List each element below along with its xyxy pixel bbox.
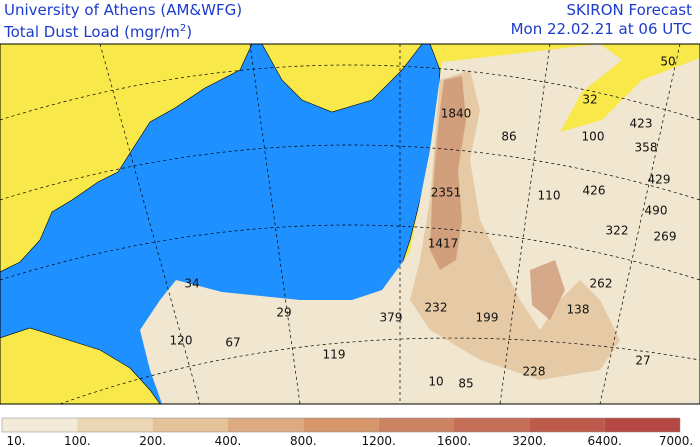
dust-value-label: 32 bbox=[582, 93, 597, 107]
colorbar-box bbox=[152, 418, 228, 432]
dust-value-label: 322 bbox=[606, 224, 629, 238]
colorbar-box bbox=[77, 418, 153, 432]
colorbar-label: 1200. bbox=[361, 434, 395, 447]
field-sup: 2 bbox=[179, 23, 187, 34]
meridian bbox=[249, 43, 301, 405]
field-title: Total Dust Load (mgr/m2) bbox=[4, 20, 192, 41]
dust-value-label: 34 bbox=[184, 277, 199, 291]
colorbar-label: 10. bbox=[6, 434, 25, 447]
dust-value-label: 269 bbox=[654, 230, 677, 244]
dust-high-east bbox=[530, 260, 565, 320]
field-text: Total Dust Load (mgr/m bbox=[4, 23, 180, 41]
graticule bbox=[0, 43, 700, 405]
dust-value-label: 2351 bbox=[431, 186, 462, 200]
dust-value-label: 120 bbox=[170, 334, 193, 348]
dust-value-label: 138 bbox=[567, 303, 590, 317]
dust-value-label: 490 bbox=[645, 204, 668, 218]
dust-value-label: 110 bbox=[538, 189, 561, 203]
north-america bbox=[0, 43, 253, 273]
colorbar-box bbox=[378, 418, 454, 432]
dust-high bbox=[430, 76, 466, 270]
meridian bbox=[99, 43, 201, 405]
colorbar-box bbox=[303, 418, 379, 432]
field-close: ) bbox=[186, 23, 193, 41]
dust-value-label: 27 bbox=[635, 354, 650, 368]
dust-value-label: 50 bbox=[660, 55, 675, 69]
colorbar-label: 400. bbox=[215, 434, 242, 447]
dust-value-label: 119 bbox=[323, 348, 346, 362]
dust-value-label: 228 bbox=[523, 365, 546, 379]
parallel bbox=[0, 64, 700, 121]
dust-value-label: 379 bbox=[380, 311, 403, 325]
colorbar-box bbox=[228, 418, 304, 432]
map-frame bbox=[0, 43, 700, 405]
colorbar-box bbox=[604, 418, 680, 432]
colorbar-label: 6400. bbox=[587, 434, 621, 447]
parallel bbox=[0, 144, 700, 201]
meridian bbox=[499, 43, 551, 405]
valid-time: Mon 22.02.21 at 06 UTC bbox=[510, 20, 692, 38]
dust-value-label: 86 bbox=[501, 130, 516, 144]
dust-value-label: 100 bbox=[582, 130, 605, 144]
colorbar-label: 100. bbox=[64, 434, 91, 447]
dust-value-label: 1840 bbox=[441, 107, 472, 121]
colorbar-label: 7000. bbox=[659, 434, 693, 447]
dust-value-label: 10 bbox=[428, 375, 443, 389]
colorbar-label: 200. bbox=[139, 434, 166, 447]
colorbar-frame bbox=[1, 417, 681, 433]
dust-value-label: 1417 bbox=[428, 237, 459, 251]
dust-value-label: 85 bbox=[458, 377, 473, 391]
dust-value-label: 423 bbox=[630, 117, 653, 131]
colorbar-box bbox=[529, 418, 605, 432]
colorbar-box bbox=[2, 418, 78, 432]
dust-value-label: 29 bbox=[276, 306, 291, 320]
institution: University of Athens (AM&WFG) bbox=[4, 1, 243, 19]
product: SKIRON Forecast bbox=[566, 1, 692, 19]
colorbar-box bbox=[454, 418, 530, 432]
dust-value-label: 358 bbox=[635, 141, 658, 155]
meridian bbox=[599, 43, 681, 405]
colorbar-label: 800. bbox=[290, 434, 317, 447]
colorbar-label: 1600. bbox=[437, 434, 471, 447]
greenland bbox=[261, 43, 423, 113]
dust-value-label: 67 bbox=[225, 336, 240, 350]
dust-value-label: 199 bbox=[476, 311, 499, 325]
dust-value-label: 262 bbox=[590, 277, 613, 291]
colorbar-label: 3200. bbox=[512, 434, 546, 447]
dust-value-label: 232 bbox=[425, 301, 448, 315]
dust-mid bbox=[410, 70, 620, 380]
dust-value-label: 429 bbox=[648, 173, 671, 187]
parallel bbox=[59, 337, 700, 405]
parallel bbox=[0, 224, 700, 281]
dust-value-label: 426 bbox=[583, 184, 606, 198]
